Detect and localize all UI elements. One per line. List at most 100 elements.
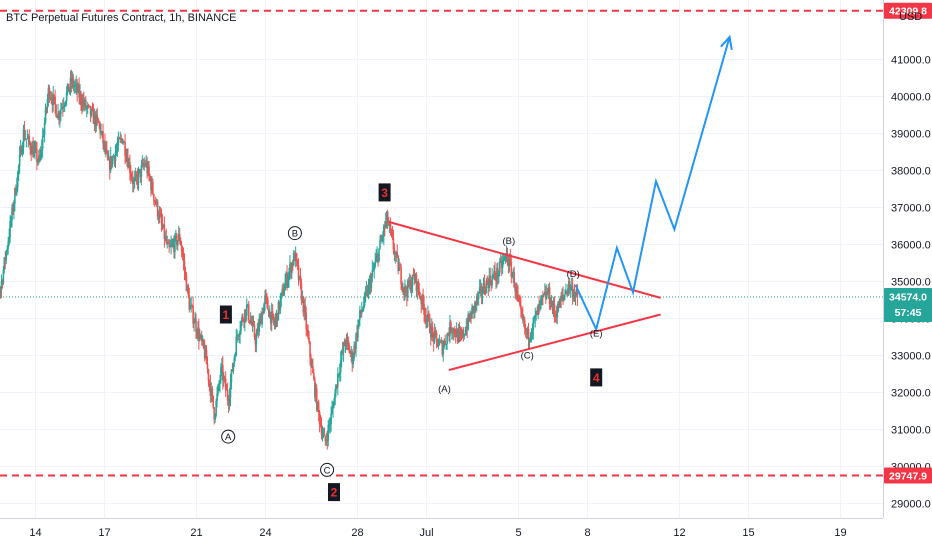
candle-body <box>339 360 342 372</box>
time-axis[interactable]: 14 17 21 24 28 Jul 5 8 12 15 19 <box>29 527 846 539</box>
candle-body <box>76 83 78 93</box>
candle-body <box>497 268 499 277</box>
candle-body <box>51 99 54 106</box>
candle-body <box>73 86 76 88</box>
candle-body <box>95 114 98 127</box>
candle-body <box>35 148 37 150</box>
projection-arrowhead <box>720 34 733 50</box>
candle-body <box>368 280 371 285</box>
candle-body <box>304 305 307 314</box>
candle-body <box>488 275 491 289</box>
candle-body <box>475 302 477 305</box>
candle-body <box>61 107 64 109</box>
candle-body <box>181 251 184 257</box>
candle-body <box>254 337 257 345</box>
currency-label[interactable]: USD <box>899 11 922 23</box>
candle-body <box>289 264 291 272</box>
candle-body <box>157 216 160 219</box>
candle-body <box>476 296 479 299</box>
candle-body <box>46 99 49 109</box>
candle-body <box>38 155 40 162</box>
candle-body <box>8 237 10 242</box>
candle-body <box>84 100 87 109</box>
candle-body <box>276 313 279 321</box>
candle-body <box>395 252 398 255</box>
price-axis[interactable]: 29000.030000.031000.032000.033000.034000… <box>891 55 931 511</box>
candle-body <box>271 311 274 315</box>
candle-body <box>374 261 377 267</box>
candle-body <box>342 343 345 353</box>
candle-body <box>213 407 216 420</box>
candle-body <box>122 142 124 144</box>
candle-body <box>262 312 264 314</box>
candle-body <box>50 97 53 100</box>
candle-body <box>220 366 222 381</box>
candle-body <box>279 299 282 311</box>
candle-body <box>24 138 27 140</box>
candle-body <box>464 333 467 335</box>
candle-body <box>423 304 425 315</box>
candle-body <box>26 138 29 140</box>
candle-body <box>92 109 95 124</box>
candle-body <box>72 77 75 87</box>
candle-body <box>489 275 492 283</box>
candle-body <box>462 330 465 337</box>
candle-body <box>363 293 366 306</box>
candle-body <box>429 332 432 338</box>
candle-body <box>54 96 56 106</box>
current-price-tag <box>884 287 932 322</box>
candle-body <box>483 283 486 292</box>
wave-labels: 1 2 3 4 A B C (A) (B) (C) (D) (E) <box>219 183 603 502</box>
x-tick-label: 17 <box>98 527 110 539</box>
candle-body <box>301 296 304 301</box>
wave-label-2: 2 <box>331 486 338 500</box>
candle-body <box>110 156 113 165</box>
candle-body <box>473 306 475 312</box>
triangle-trendline <box>388 221 661 299</box>
candle-body <box>115 149 118 153</box>
paren-label: (E) <box>590 328 603 339</box>
candle-body <box>356 333 358 338</box>
candle-body <box>496 268 498 280</box>
candle-body <box>526 328 529 335</box>
candle-body <box>267 299 269 310</box>
horizontal-levels <box>0 9 883 477</box>
candle-body <box>396 252 399 257</box>
candle-body <box>243 320 245 323</box>
candle-body <box>435 332 438 339</box>
candle-body <box>70 78 73 84</box>
x-tick-label: 5 <box>515 527 521 539</box>
x-tick-label: Jul <box>419 527 433 539</box>
candle-body <box>215 400 217 416</box>
candle-body <box>468 314 470 320</box>
wave-label-box <box>378 183 391 202</box>
candle-body <box>96 114 99 119</box>
candle-body <box>153 194 155 201</box>
candle-body <box>540 297 542 302</box>
candle-body <box>391 232 394 238</box>
candle-body <box>78 85 80 98</box>
candle-body <box>573 292 576 298</box>
candle-body <box>39 150 42 160</box>
candle-body <box>516 286 518 295</box>
candle-body <box>439 341 442 343</box>
candle-body <box>504 254 507 257</box>
candle-body <box>291 263 294 266</box>
paren-label: (A) <box>438 384 451 395</box>
candle-body <box>455 329 458 338</box>
candle-body <box>0 289 2 291</box>
candle-body <box>563 295 565 297</box>
x-tick-label: 15 <box>742 527 754 539</box>
candle-body <box>147 166 149 174</box>
candle-body <box>285 273 287 283</box>
candle-body <box>542 295 544 297</box>
candle-body <box>537 305 539 316</box>
candle-body <box>149 175 151 180</box>
candle-body <box>449 322 451 337</box>
candle-body <box>548 287 551 305</box>
candle-body <box>167 242 170 244</box>
candle-body <box>209 383 212 396</box>
candle-body <box>145 162 147 165</box>
candle-body <box>27 135 30 139</box>
